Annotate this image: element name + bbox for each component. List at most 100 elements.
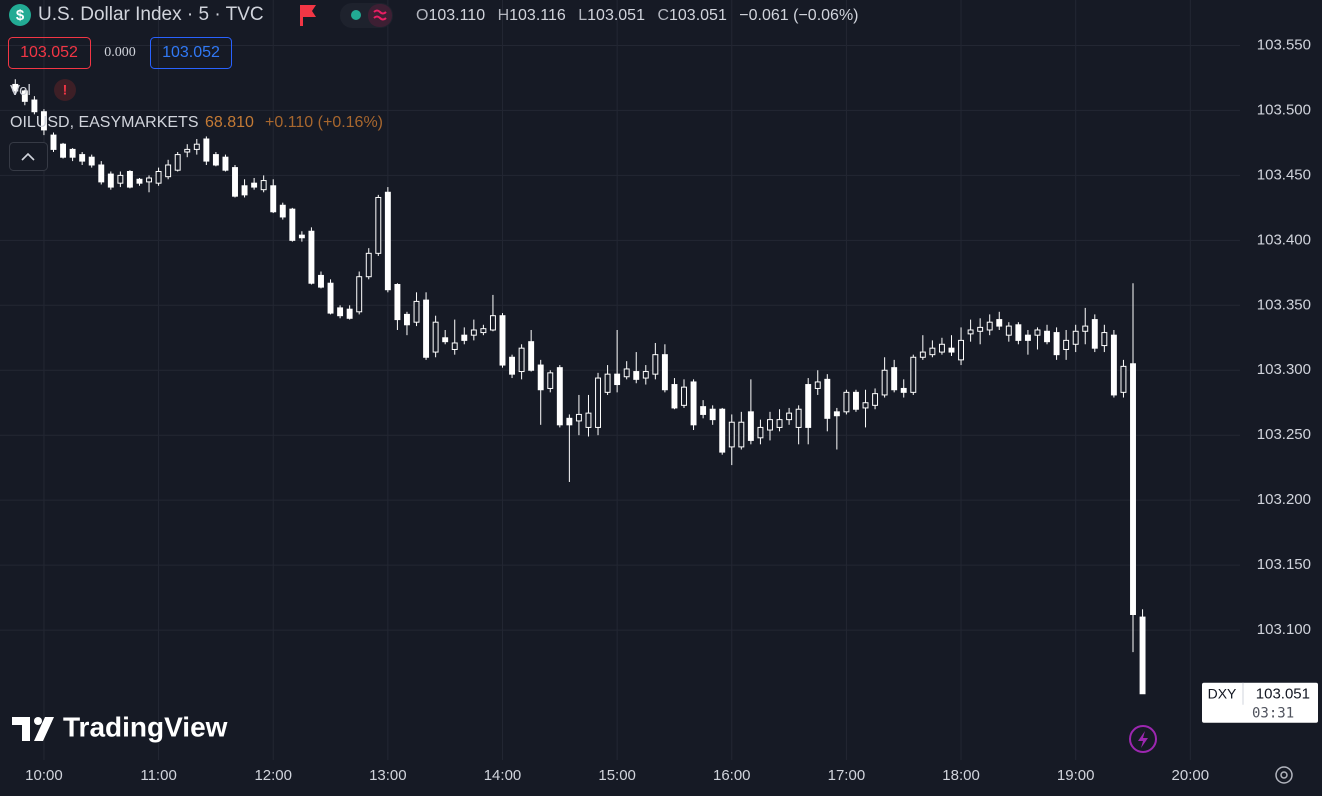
candle-body-up xyxy=(365,252,372,278)
bid-price[interactable]: 103.052 xyxy=(20,44,78,61)
candle-body-down xyxy=(833,411,840,417)
ohlc-key: C xyxy=(657,7,669,24)
candle-body-down xyxy=(661,354,668,391)
candle-body-up xyxy=(260,180,267,191)
ohlc-value: 103.110 xyxy=(428,7,485,24)
x-tick-label: 13:00 xyxy=(369,767,407,784)
candle-body-up xyxy=(595,377,601,428)
candle-body-down xyxy=(346,308,353,319)
candle-body-up xyxy=(967,329,974,335)
candle-body-up xyxy=(681,386,687,406)
symbol-title[interactable]: U.S. Dollar Index · 5 · TVC xyxy=(38,4,264,25)
x-tick-label: 10:00 xyxy=(25,767,63,784)
candle-body-up xyxy=(480,328,487,334)
flag-icon[interactable] xyxy=(300,5,316,26)
last-price-box xyxy=(1202,682,1318,723)
candle-body-up xyxy=(795,408,802,428)
candle-body-down xyxy=(1130,363,1136,615)
candle-body-up xyxy=(184,148,191,153)
candle-body-up xyxy=(862,402,869,409)
candle-body-up xyxy=(786,412,793,421)
ohlc-value: 103.116 xyxy=(509,7,566,24)
candle-body-down xyxy=(60,143,67,158)
candle-body-down xyxy=(21,90,28,102)
candle-body-down xyxy=(700,406,707,415)
candle-body-down xyxy=(12,83,19,92)
collapse-button[interactable] xyxy=(9,142,48,171)
candle-body-up xyxy=(881,369,888,396)
candle-body-down xyxy=(556,367,563,426)
candle-body-down xyxy=(614,373,621,386)
candle-body-down xyxy=(241,185,248,196)
compare-price: 68.810 xyxy=(205,114,254,131)
buy-button[interactable] xyxy=(150,37,232,69)
x-tick-label: 11:00 xyxy=(140,767,176,784)
candle-body-down xyxy=(566,417,573,426)
candle-body-down xyxy=(394,284,401,321)
y-tick-label: 103.200 xyxy=(1257,491,1311,508)
alert-icon: ! xyxy=(63,82,68,98)
y-tick-label: 103.350 xyxy=(1257,296,1311,313)
candle-body-up xyxy=(938,343,945,353)
y-tick-label: 103.100 xyxy=(1257,621,1311,638)
candles xyxy=(12,79,1146,695)
candle-body-down xyxy=(50,134,57,150)
candle-body-up xyxy=(356,276,363,313)
candle-body-up xyxy=(518,347,525,373)
candle-body-down xyxy=(40,111,47,131)
symbol-icon: $ xyxy=(16,7,25,24)
candle-body-down xyxy=(79,154,86,162)
candle-body-down xyxy=(747,411,754,441)
candle-body-up xyxy=(728,421,735,448)
candle-body-down xyxy=(203,138,210,162)
alert-badge[interactable] xyxy=(54,79,76,101)
bar-countdown: 03:31 xyxy=(1252,706,1294,722)
candle-body-up xyxy=(413,300,420,323)
candle-body-up xyxy=(977,326,984,332)
candle-body-up xyxy=(575,413,582,422)
candle-body-down xyxy=(404,313,410,326)
x-tick-label: 14:00 xyxy=(484,767,522,784)
candle-body-down xyxy=(212,154,219,166)
candle-body-down xyxy=(232,167,238,197)
replay-badge[interactable] xyxy=(1129,725,1157,753)
candle-body-up xyxy=(155,170,162,184)
candle-body-up xyxy=(451,342,458,350)
candle-body-down xyxy=(289,208,296,241)
candle-body-down xyxy=(499,315,506,366)
candle-body-down xyxy=(853,391,859,410)
candle-body-down xyxy=(69,148,76,158)
candle-body-up xyxy=(910,356,917,393)
candle-body-down xyxy=(805,384,812,428)
ohlc-key: O xyxy=(416,7,428,24)
y-tick-label: 103.150 xyxy=(1257,556,1311,573)
candle-body-down xyxy=(1139,616,1146,695)
candle-body-up xyxy=(1034,329,1041,336)
candle-body-down xyxy=(384,191,391,291)
candle-body-down xyxy=(461,334,468,341)
candle-body-up xyxy=(929,347,936,356)
y-tick-label: 103.450 xyxy=(1257,166,1311,183)
sell-button[interactable] xyxy=(8,37,91,69)
candle-body-down xyxy=(671,384,678,409)
data-delay-icon xyxy=(373,9,387,21)
symbol-logo xyxy=(9,4,31,26)
change: −0.061 (−0.06%) xyxy=(739,7,858,24)
ask-price[interactable]: 103.052 xyxy=(162,44,220,61)
settings-button[interactable] xyxy=(1275,766,1293,784)
candle-body-down xyxy=(528,341,535,371)
compare-symbol[interactable]: OILUSD, EASYMARKETS xyxy=(10,114,199,131)
candle-body-up xyxy=(375,196,382,254)
candle-body-up xyxy=(489,315,496,331)
candle-body-down xyxy=(107,173,114,188)
brand-name[interactable]: TradingView xyxy=(63,711,228,742)
brand-mark xyxy=(12,717,54,741)
volume-indicator[interactable]: Vol xyxy=(10,82,31,99)
candle-body-up xyxy=(585,412,592,428)
market-open-dot xyxy=(351,10,361,20)
candle-body-down xyxy=(98,164,105,183)
candle-body-up xyxy=(776,419,783,428)
candle-body-down xyxy=(308,230,315,284)
